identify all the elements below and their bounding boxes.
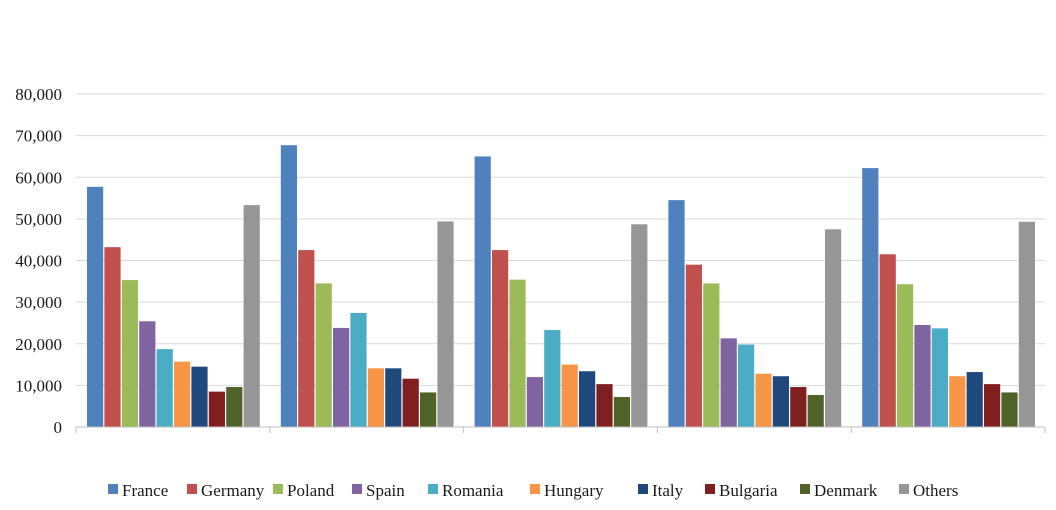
legend-label: Bulgaria — [719, 481, 778, 500]
legend-item-hungary: Hungary — [530, 481, 604, 500]
bar-italy-group-2 — [385, 368, 402, 427]
bar-hungary-group-5 — [949, 376, 966, 427]
legend-label: Romania — [442, 481, 504, 500]
bar-poland-group-3 — [509, 279, 526, 427]
y-tick-label: 10,000 — [15, 376, 62, 395]
legend-item-poland: Poland — [273, 481, 335, 500]
bar-romania-group-1 — [156, 349, 173, 427]
bar-denmark-group-2 — [420, 392, 437, 427]
bar-romania-group-3 — [544, 330, 561, 427]
legend-item-bulgaria: Bulgaria — [705, 481, 778, 500]
bar-italy-group-5 — [966, 372, 983, 427]
bar-others-group-3 — [631, 224, 648, 427]
bar-romania-group-2 — [350, 312, 367, 427]
bar-others-group-2 — [437, 221, 454, 427]
bar-hungary-group-2 — [367, 368, 384, 427]
bar-others-group-4 — [825, 229, 842, 427]
legend-label: Hungary — [544, 481, 604, 500]
legend-item-spain: Spain — [352, 481, 405, 500]
legend-label: Spain — [366, 481, 405, 500]
bar-france-group-2 — [280, 145, 297, 428]
bar-italy-group-1 — [191, 366, 208, 427]
bar-denmark-group-3 — [613, 397, 630, 427]
bar-spain-group-5 — [914, 325, 931, 427]
legend: France Germany Poland Spain Romania Hungary It… — [108, 481, 958, 500]
legend-swatch — [705, 484, 715, 494]
y-tick-label: 80,000 — [15, 85, 62, 104]
legend-swatch — [530, 484, 540, 494]
bars — [87, 145, 1035, 428]
y-tick-label: 40,000 — [15, 252, 62, 271]
legend-label: Italy — [652, 481, 684, 500]
bar-spain-group-3 — [526, 377, 543, 427]
y-tick-label: 20,000 — [15, 335, 62, 354]
y-tick-label: 50,000 — [15, 210, 62, 229]
bar-france-group-5 — [862, 168, 879, 427]
bar-france-group-1 — [87, 186, 104, 427]
bar-denmark-group-1 — [226, 387, 243, 427]
y-tick-label: 70,000 — [15, 127, 62, 146]
bar-hungary-group-3 — [561, 364, 578, 427]
legend-swatch — [108, 484, 118, 494]
bar-hungary-group-1 — [174, 361, 191, 427]
y-tick-label: 30,000 — [15, 293, 62, 312]
bar-others-group-5 — [1018, 221, 1035, 427]
legend-swatch — [800, 484, 810, 494]
y-tick-label: 0 — [54, 418, 63, 437]
legend-swatch — [638, 484, 648, 494]
legend-swatch — [428, 484, 438, 494]
bar-poland-group-1 — [121, 280, 138, 427]
bar-denmark-group-5 — [1001, 392, 1018, 427]
bar-bulgaria-group-1 — [208, 391, 225, 427]
bar-spain-group-4 — [720, 338, 737, 427]
bar-germany-group-1 — [104, 247, 121, 427]
legend-label: Others — [913, 481, 958, 500]
bar-romania-group-5 — [931, 328, 948, 427]
bar-denmark-group-4 — [807, 394, 824, 427]
legend-item-germany: Germany — [187, 481, 265, 500]
bar-bulgaria-group-4 — [790, 387, 807, 427]
legend-item-france: France — [108, 481, 168, 500]
bar-germany-group-4 — [685, 264, 702, 427]
bar-italy-group-3 — [579, 371, 596, 427]
bar-romania-group-4 — [738, 344, 755, 427]
legend-item-romania: Romania — [428, 481, 504, 500]
bar-poland-group-5 — [897, 284, 914, 427]
bar-italy-group-4 — [772, 376, 789, 427]
bar-germany-group-3 — [492, 250, 509, 427]
bar-poland-group-4 — [703, 283, 720, 427]
bar-spain-group-2 — [333, 327, 350, 427]
bar-spain-group-1 — [139, 321, 156, 427]
bar-bulgaria-group-2 — [402, 378, 419, 427]
bar-bulgaria-group-5 — [984, 384, 1001, 427]
bar-hungary-group-4 — [755, 373, 772, 427]
legend-item-denmark: Denmark — [800, 481, 878, 500]
bar-others-group-1 — [243, 205, 260, 427]
legend-label: Germany — [201, 481, 265, 500]
bar-poland-group-2 — [315, 283, 332, 427]
bar-germany-group-2 — [298, 250, 315, 427]
legend-swatch — [899, 484, 909, 494]
legend-swatch — [273, 484, 283, 494]
y-tick-label: 60,000 — [15, 168, 62, 187]
x-axis — [75, 426, 1046, 433]
y-axis-tick-labels: 0 10,000 20,000 30,000 40,000 50,000 60,000 70,… — [15, 85, 62, 437]
legend-label: France — [122, 481, 168, 500]
legend-label: Denmark — [814, 481, 878, 500]
legend-item-others: Others — [899, 481, 958, 500]
legend-swatch — [352, 484, 362, 494]
bar-bulgaria-group-3 — [596, 384, 613, 427]
legend-label: Poland — [287, 481, 335, 500]
bar-france-group-3 — [474, 156, 491, 427]
gridlines — [76, 93, 1045, 386]
legend-item-italy: Italy — [638, 481, 684, 500]
bar-germany-group-5 — [879, 254, 896, 427]
bar-france-group-4 — [668, 200, 685, 427]
legend-swatch — [187, 484, 197, 494]
